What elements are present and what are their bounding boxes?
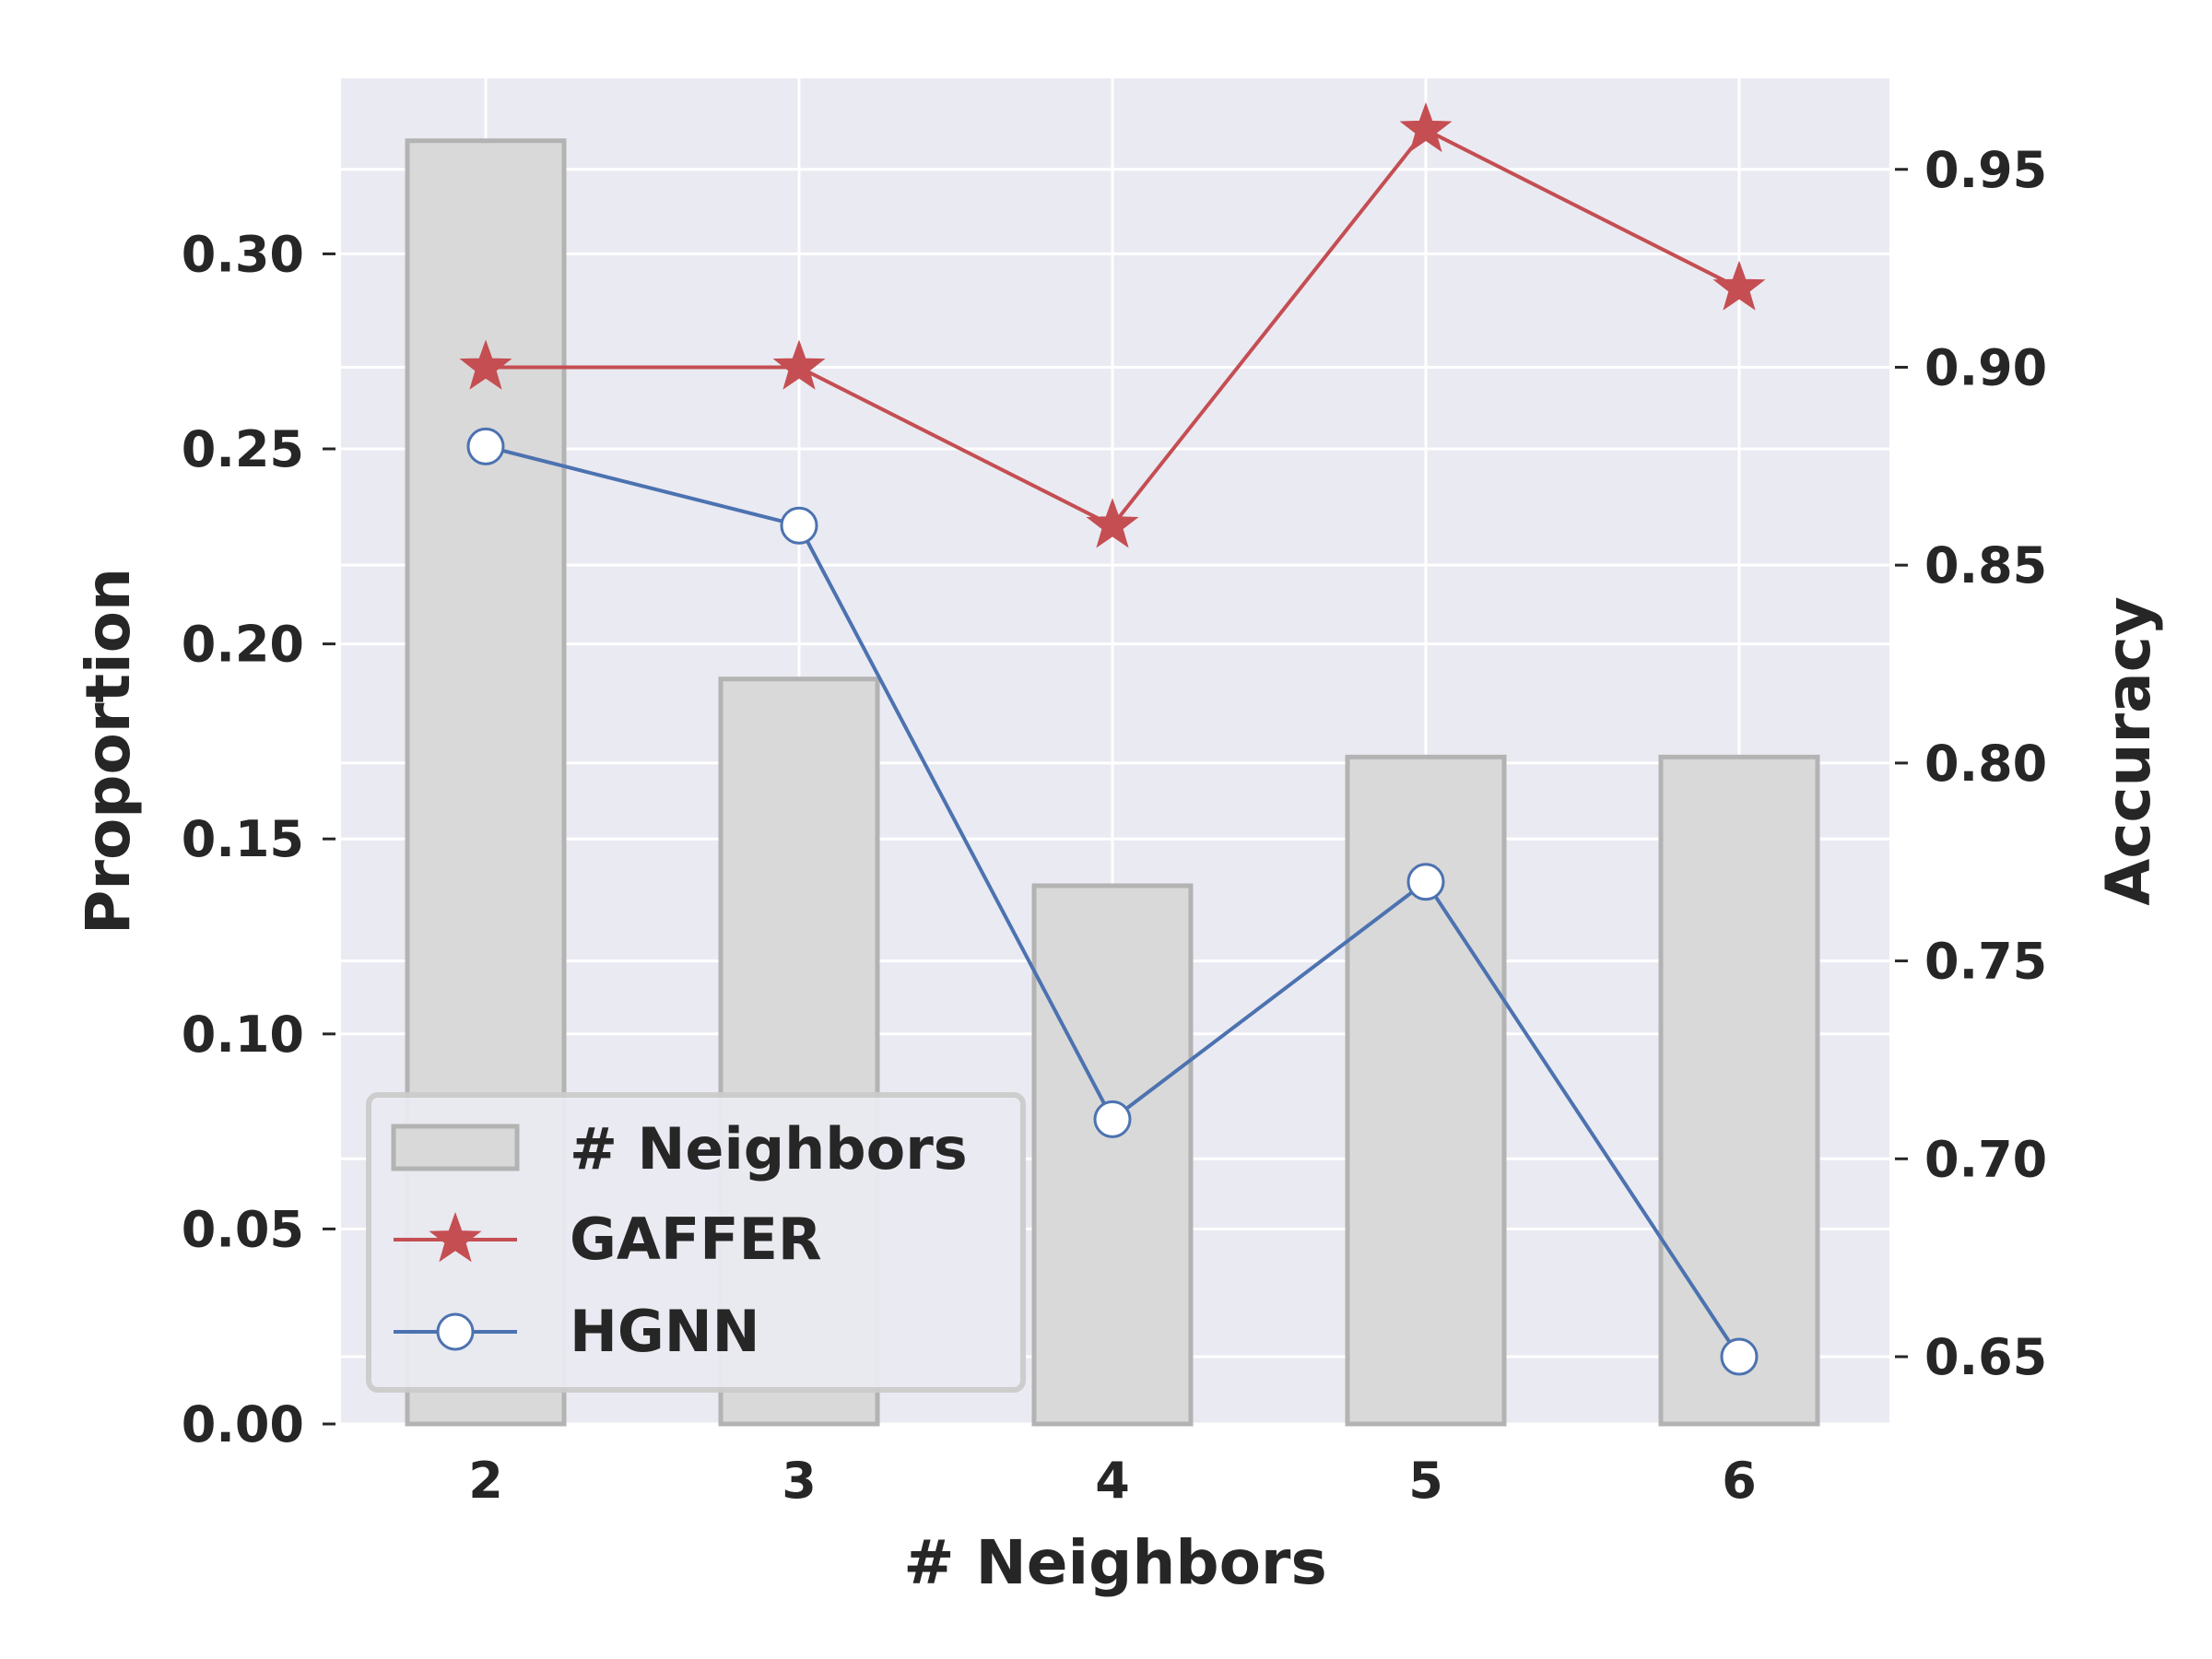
left-y-tick-label: 0.10 (182, 1006, 304, 1064)
left-y-tick-label: 0.20 (182, 616, 304, 674)
point-hgnn-2 (466, 427, 505, 465)
point-gaffer-3 (772, 339, 826, 390)
right-y-tick-label: 0.90 (1924, 338, 2047, 396)
point-gaffer-4 (1086, 498, 1139, 548)
point-gaffer-6 (1712, 260, 1766, 311)
right-y-tick-label: 0.70 (1924, 1130, 2047, 1188)
point-hgnn-3 (780, 506, 818, 545)
line-series (459, 101, 1766, 1376)
left-y-axis-title: Proportion (73, 568, 144, 935)
point-hgnn-6 (1720, 1337, 1759, 1376)
right-y-axis: 0.65 0.70 0.75 0.80 0.85 0.90 0.95 (1895, 141, 2047, 1386)
x-axis: 2 3 4 5 6 (468, 1452, 1757, 1510)
left-y-tick-label: 0.30 (182, 225, 304, 283)
legend: # Neighbors GAFFER HGNN (366, 1092, 1026, 1393)
left-y-tick-label: 0.25 (182, 420, 304, 478)
right-y-tick-label: 0.95 (1924, 141, 2047, 199)
x-tick-label: 5 (1408, 1452, 1443, 1510)
left-y-tick-label: 0.05 (182, 1200, 304, 1258)
left-y-tick-label: 0.15 (182, 810, 304, 868)
x-tick-label: 4 (1095, 1452, 1130, 1510)
legend-label-hgnn: HGNN (570, 1298, 760, 1365)
point-hgnn-4 (1093, 1100, 1132, 1138)
x-axis-title: # Neighbors (903, 1527, 1327, 1598)
legend-label-bars: # Neighbors (570, 1115, 968, 1182)
legend-marker-gaffer (429, 1212, 482, 1263)
point-hgnn-5 (1406, 863, 1445, 901)
bar-4 (1031, 883, 1194, 1427)
legend-swatch-bars (391, 1124, 520, 1171)
left-y-tick-label: 0.00 (182, 1395, 304, 1453)
right-y-axis-title: Accuracy (2093, 596, 2164, 906)
legend-label-gaffer: GAFFER (570, 1206, 822, 1273)
x-tick-label: 2 (468, 1452, 503, 1510)
point-gaffer-5 (1399, 101, 1453, 153)
bar-6 (1658, 754, 1820, 1427)
right-y-tick-label: 0.80 (1924, 735, 2047, 793)
right-y-tick-label: 0.85 (1924, 536, 2047, 594)
bar-5 (1345, 754, 1507, 1427)
legend-frame (366, 1092, 1026, 1393)
x-tick-label: 3 (782, 1452, 817, 1510)
point-gaffer-2 (459, 339, 512, 390)
right-y-tick-label: 0.65 (1924, 1328, 2047, 1386)
legend-marker-hgnn (436, 1312, 475, 1351)
x-tick-label: 6 (1722, 1452, 1757, 1510)
left-y-axis: 0.00 0.05 0.10 0.15 0.20 0.25 0.30 (182, 225, 335, 1453)
right-y-tick-label: 0.75 (1924, 933, 2047, 991)
